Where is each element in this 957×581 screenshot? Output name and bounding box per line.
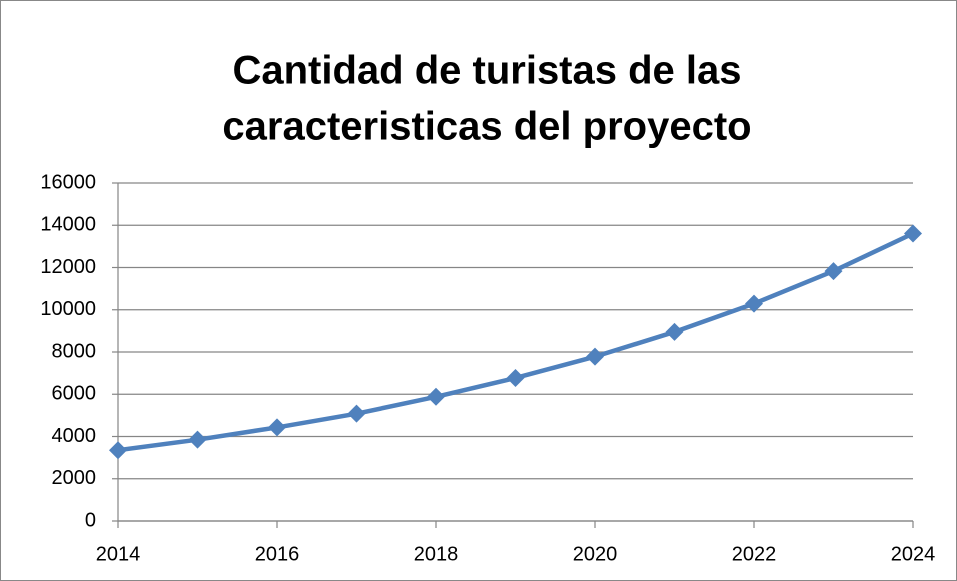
x-tick-label: 2018 <box>414 543 459 565</box>
y-tick-label: 16000 <box>40 171 96 193</box>
y-tick-label: 2000 <box>52 467 97 489</box>
x-tick-label: 2022 <box>732 543 777 565</box>
data-point <box>347 404 366 423</box>
data-point <box>427 387 445 406</box>
data-point <box>586 347 604 366</box>
x-tick-label: 2014 <box>96 543 141 565</box>
y-tick-label: 8000 <box>52 340 97 362</box>
data-point <box>268 418 286 437</box>
data-point <box>188 430 207 449</box>
chart-title: Cantidad de turistas de las <box>232 49 741 93</box>
chart-title: caracteristicas del proyecto <box>222 105 751 149</box>
y-tick-label: 6000 <box>52 383 97 405</box>
data-point <box>824 262 843 281</box>
data-point <box>904 224 922 243</box>
data-point <box>745 294 763 313</box>
data-point <box>109 441 127 460</box>
y-tick-label: 4000 <box>52 425 97 447</box>
y-tick-label: 10000 <box>40 298 96 320</box>
data-point <box>506 368 525 387</box>
x-tick-label: 2020 <box>573 543 618 565</box>
y-tick-label: 14000 <box>40 214 96 236</box>
y-tick-label: 0 <box>85 509 96 531</box>
y-tick-label: 12000 <box>40 256 96 278</box>
data-point <box>665 322 684 341</box>
x-tick-label: 2016 <box>255 543 300 565</box>
x-tick-label: 2024 <box>891 543 936 565</box>
